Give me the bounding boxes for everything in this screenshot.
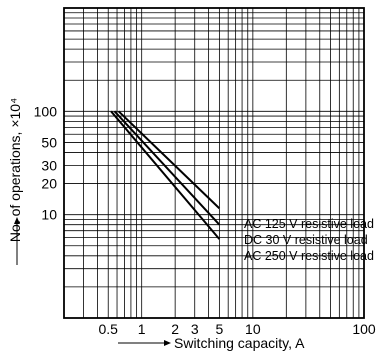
series-group [110,110,221,240]
grid [63,7,365,319]
x-tick-label: 10 [245,321,261,337]
series-labels: AC 125 V resistive load DC 30 V resistive… [244,217,374,263]
y-tick-label: 100 [34,103,58,119]
x-tick-label: 5 [215,321,223,337]
tick-labels: 0.5 1 2 3 5 10 100 10 20 30 50 100 [34,103,376,337]
plot-frame [63,7,365,319]
y-axis-label: No. of operations, ×10⁴ [7,98,23,242]
y-tick-label: 30 [41,157,57,173]
x-tick-label: 100 [352,321,376,337]
series-line-2 [113,110,221,226]
y-tick-label: 10 [41,207,57,223]
x-tick-label: 2 [171,321,179,337]
series-label-2: DC 30 V resistive load [244,233,368,247]
x-tick-label: 3 [191,321,199,337]
series-label-1: AC 125 V resistive load [244,217,374,231]
x-tick-label: 1 [138,321,146,337]
x-tick-label: 0.5 [98,321,118,337]
y-tick-label: 50 [41,134,57,150]
series-line-3 [110,110,221,240]
series-label-3: AC 250 V resistive load [244,249,374,263]
x-axis-label: Switching capacity, A [174,335,305,351]
x-axis-arrowhead [164,340,171,346]
y-axis-arrowhead [14,217,20,224]
y-tick-label: 20 [41,176,57,192]
series-line-1 [117,110,221,210]
